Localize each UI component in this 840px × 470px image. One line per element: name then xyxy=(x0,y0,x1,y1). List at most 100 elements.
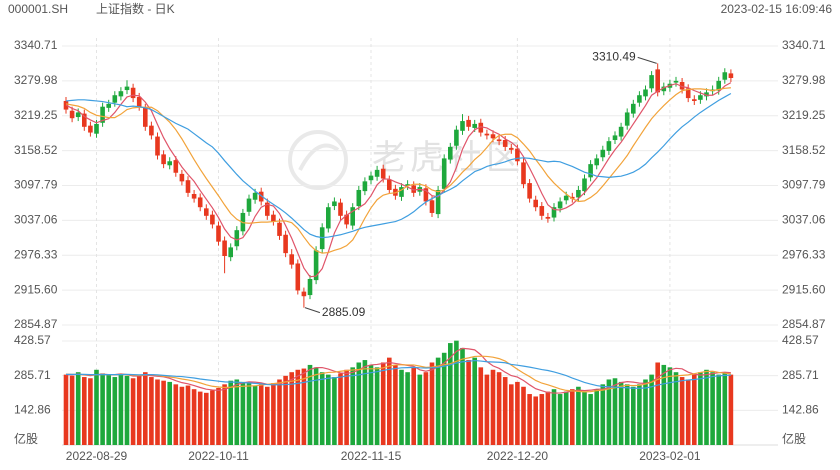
candle-body xyxy=(197,197,203,208)
candle-body xyxy=(313,250,319,281)
candle-body xyxy=(100,106,105,123)
volume-bar xyxy=(667,367,673,445)
volume-bar xyxy=(319,372,325,445)
candle-body xyxy=(258,191,264,202)
volume-bar xyxy=(728,374,734,445)
volume-bar xyxy=(185,385,191,445)
candle-body xyxy=(606,141,612,151)
volume-bar xyxy=(417,374,423,445)
candle-body xyxy=(698,95,703,100)
timestamp: 2023-02-15 16:09:46 xyxy=(721,2,833,16)
candle-body xyxy=(515,148,520,162)
ma-line xyxy=(65,92,732,239)
ma-line xyxy=(65,82,732,278)
volume-bar xyxy=(509,384,514,445)
candle-body xyxy=(454,129,459,146)
volume-bar xyxy=(124,375,130,445)
volume-bar xyxy=(374,367,380,445)
candle-body xyxy=(136,96,142,107)
x-tick-label: 2022-10-11 xyxy=(188,449,249,463)
volume-bar xyxy=(716,374,721,445)
candle-body xyxy=(173,160,179,173)
volume-bar xyxy=(679,377,685,445)
candle-body xyxy=(344,214,349,225)
y-tick-label-right: 2976.33 xyxy=(782,247,826,261)
candle-body xyxy=(545,216,551,219)
y-tick-label: 2915.60 xyxy=(14,282,58,296)
volume-bar xyxy=(271,383,276,445)
volume-bar xyxy=(502,377,508,445)
volume-bar xyxy=(673,372,679,445)
y-tick-label: 3219.25 xyxy=(14,108,58,122)
candle-body xyxy=(466,119,471,127)
volume-bar xyxy=(63,374,69,445)
volume-bar xyxy=(277,379,282,445)
volume-bar xyxy=(661,364,667,445)
volume-bar xyxy=(582,391,587,445)
volume-bar xyxy=(399,369,404,445)
volume-bar xyxy=(576,386,581,445)
volume-bar xyxy=(496,372,502,445)
y-tick-label: 2854.87 xyxy=(14,317,58,331)
candle-body xyxy=(295,263,301,291)
volume-bar xyxy=(210,390,215,445)
volume-bar xyxy=(429,362,435,445)
watermark-logo xyxy=(288,130,348,190)
candle-body xyxy=(582,178,587,192)
candle-body xyxy=(234,230,240,247)
volume-bar xyxy=(94,369,99,445)
volume-bar xyxy=(405,372,410,445)
volume-bar xyxy=(283,375,288,445)
volume-bar xyxy=(563,391,569,445)
y-tick-label-right: 3340.71 xyxy=(782,38,826,52)
candle-body xyxy=(88,125,93,133)
candle-body xyxy=(441,158,447,189)
volume-bar xyxy=(307,364,313,445)
volume-bar xyxy=(722,372,728,445)
candle-body xyxy=(612,135,618,141)
candle-body xyxy=(69,110,75,119)
candle-body xyxy=(649,75,654,89)
candle-body xyxy=(380,168,386,179)
volume-bar xyxy=(69,375,75,445)
candle-body xyxy=(405,184,410,186)
candle-body xyxy=(204,208,209,216)
volume-bar xyxy=(478,367,484,445)
candle-body xyxy=(185,180,191,193)
volume-bar xyxy=(533,396,538,445)
volume-bar xyxy=(197,391,203,445)
volume-bar xyxy=(173,384,179,445)
candle-body xyxy=(679,82,685,90)
volume-bar xyxy=(240,381,246,445)
volume-tick-label: 285.71 xyxy=(14,368,51,382)
candle-body xyxy=(130,87,136,99)
candle-body xyxy=(332,201,337,207)
y-tick-label: 3340.71 xyxy=(14,38,58,52)
volume-bar xyxy=(606,379,612,445)
candle-body xyxy=(326,207,331,229)
candle-body xyxy=(533,199,538,208)
volume-bar xyxy=(637,384,642,445)
candle-body xyxy=(265,202,270,216)
volume-bar xyxy=(612,378,618,445)
candle-body xyxy=(118,91,124,97)
volume-tick-label: 428.57 xyxy=(14,333,51,347)
volume-bar xyxy=(643,379,648,445)
x-tick-label: 2022-12-20 xyxy=(487,449,549,463)
candle-body xyxy=(600,149,606,158)
candle-body xyxy=(521,162,526,185)
candle-body xyxy=(637,95,642,103)
volume-bar xyxy=(649,374,654,445)
volume-bar xyxy=(295,369,301,445)
watermark-swoosh xyxy=(298,143,340,171)
candle-body xyxy=(496,139,502,142)
volume-bar xyxy=(423,372,429,445)
volume-bar xyxy=(356,362,362,445)
candle-body xyxy=(728,73,734,78)
y-tick-label-right: 3158.52 xyxy=(782,143,826,157)
candle-body xyxy=(570,196,575,199)
candle-body xyxy=(149,125,154,136)
volume-bar xyxy=(521,386,526,445)
volume-bar xyxy=(88,378,93,445)
